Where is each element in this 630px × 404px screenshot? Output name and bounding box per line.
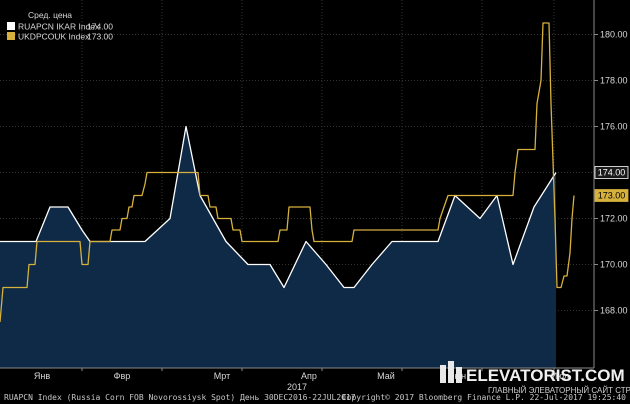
legend-title: Сред. цена	[28, 10, 72, 20]
x-tick-label: Апр	[301, 371, 317, 381]
chart-legend: Сред. цена RUAPCN IKAR Index 174.00 UKDP…	[7, 10, 113, 42]
series-line-0	[0, 125, 557, 289]
x-tick-label: Фвр	[114, 371, 131, 381]
legend-swatch-ruapcn	[7, 22, 15, 30]
y-tick-label: 178.00	[600, 76, 628, 86]
y-tick-label: 168.00	[600, 306, 628, 316]
elevator-logo-icon	[440, 361, 462, 383]
x-year-label: 2017	[287, 382, 307, 392]
last-value-label-1: 173.00	[598, 191, 626, 201]
legend-value-ruapcn: 174.00	[87, 22, 113, 32]
footer-left: RUAPCN Index (Russia Corn FOB Novorossiy…	[4, 393, 356, 402]
y-tick-label: 172.00	[600, 214, 628, 224]
last-value-badge-1	[594, 189, 629, 202]
series-area-0	[0, 126, 556, 368]
x-tick-label: Янв	[34, 371, 50, 381]
chart-series-layer	[0, 22, 575, 368]
last-value-badge-0	[594, 166, 629, 179]
y-tick-label: 176.00	[600, 122, 628, 132]
chart-axes: 168.00 170.00 172.00 174.00 176.00 178.00 180.…	[0, 0, 629, 392]
x-tick-label: Мрт	[214, 371, 230, 381]
legend-label-ruapcn: RUAPCN IKAR Index	[18, 22, 100, 32]
watermark-brand: ELEVATORIST.COM	[466, 366, 625, 385]
legend-label-ukdpcouk: UKDPCOUK Index	[18, 32, 90, 42]
footer-right: Copyright© 2017 Bloomberg Finance L.P. 2…	[342, 393, 626, 402]
y-tick-label: 180.00	[600, 30, 628, 40]
y-tick-label: 170.00	[600, 260, 628, 270]
x-tick-label: Июл	[551, 371, 569, 381]
watermark-tagline: ГЛАВНЫЙ ЭЛЕВАТОРНЫЙ САЙТ СТРАНЫ	[488, 386, 630, 395]
series-line-1	[0, 22, 575, 323]
x-tick-label: Май	[377, 371, 395, 381]
legend-swatch-ukdpcouk	[7, 32, 15, 40]
watermark: ELEVATORIST.COM ГЛАВНЫЙ ЭЛЕВАТОРНЫЙ САЙТ…	[440, 361, 630, 395]
legend-value-ukdpcouk: 173.00	[87, 32, 113, 42]
last-value-label-0: 174.00	[598, 168, 626, 178]
